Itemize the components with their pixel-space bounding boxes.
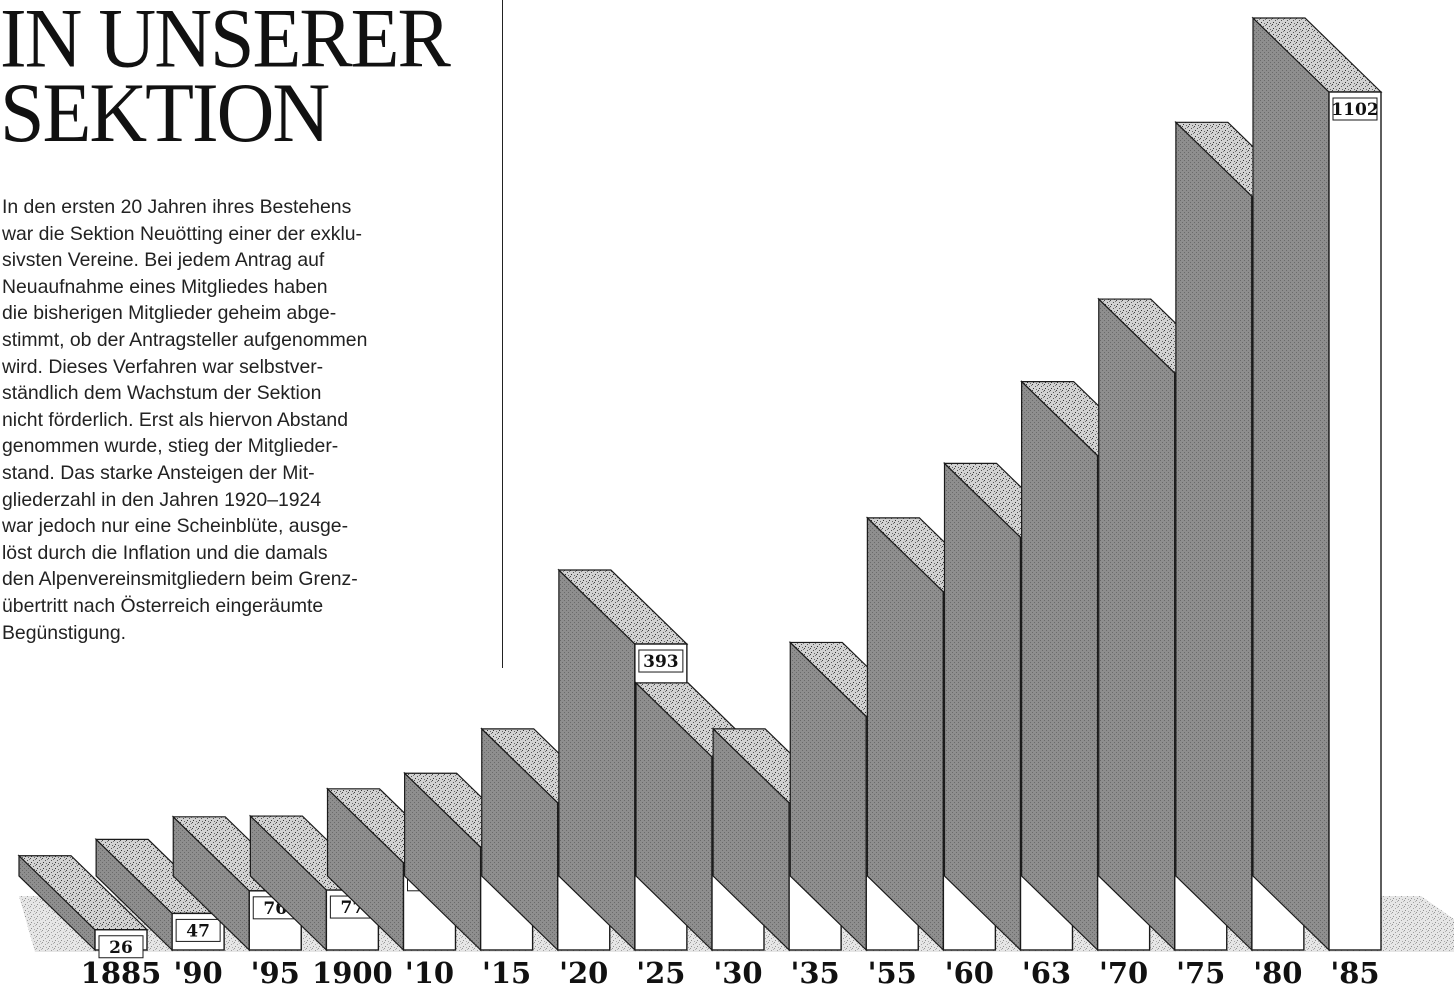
bar-side-face — [1098, 297, 1176, 952]
year-label: '75 — [1176, 956, 1225, 990]
intro-line: die bisherigen Mitglieder geheim abge- — [2, 302, 337, 325]
value-label-box — [98, 935, 144, 959]
year-label: '10 — [405, 956, 454, 990]
intro-line: stimmt, ob der Antragsteller aufgenommen — [2, 328, 368, 351]
year-label: '60 — [945, 956, 994, 990]
value-label: 1102 — [1331, 100, 1378, 120]
intro-line: löst durch die Inflation und die damals — [2, 541, 328, 564]
bar-side-face — [1021, 380, 1099, 952]
intro-line: war die Sektion Neuötting einer der exkl… — [2, 222, 362, 245]
year-label: '80 — [1253, 956, 1302, 990]
intro-line: In den ersten 20 Jahren ihres Bestehens — [2, 196, 352, 218]
year-label: '85 — [1330, 956, 1379, 990]
year-label: '15 — [482, 956, 531, 990]
intro-line: genommen wurde, stieg der Mitglieder- — [2, 435, 339, 458]
year-label: '20 — [559, 956, 608, 990]
bar-side-face — [1175, 120, 1253, 952]
year-label: '63 — [1022, 956, 1071, 990]
intro-line: sivsten Vereine. Bei jedem Antrag auf — [2, 249, 325, 272]
intro-line: den Alpenvereinsmitgliedern beim Grenz- — [2, 568, 358, 591]
title-line-1: IN UNSERER — [0, 0, 451, 86]
intro-line: stand. Das starke Ansteigen der Mit- — [2, 461, 315, 484]
title-line-2: SEKTION — [0, 66, 330, 160]
bar-side-face — [1252, 16, 1330, 952]
year-label: '90 — [174, 956, 223, 990]
value-label-box — [1332, 97, 1378, 121]
intro-line: Begünstigung. — [2, 621, 126, 644]
intro-line: wird. Dieses Verfahren war selbstver- — [2, 355, 324, 378]
value-label-box — [175, 918, 221, 942]
column-divider — [502, 0, 503, 668]
page-title: IN UNSERER SEKTION — [0, 0, 451, 160]
year-labels-layer: 1885 '90 '95 1900 '10 '15 '20 '25 '30 '35 '55 '60 '6… — [81, 956, 1380, 990]
intro-line: Neuaufnahme eines Mitgliedes haben — [2, 275, 328, 298]
year-label: '95 — [251, 956, 300, 990]
intro-line: war jedoch nur eine Scheinblüte, ausge- — [2, 515, 349, 538]
intro-text: In den ersten 20 Jahren ihres Bestehens w… — [2, 194, 472, 646]
bar-side-face — [943, 461, 1022, 952]
bar-side-face — [866, 516, 944, 952]
intro-line: gliederzahl in den Jahren 1920–1924 — [2, 488, 322, 511]
year-label: 1900 — [312, 956, 393, 990]
bars-layer: 2647767711213218939324818930046053063574… — [17, 16, 1383, 959]
intro-line: ständlich dem Wachstum der Sektion — [2, 382, 322, 405]
year-label: '30 — [713, 956, 762, 990]
year-label: '70 — [1099, 956, 1148, 990]
value-label: 26 — [109, 938, 133, 958]
bar-front-face — [1328, 91, 1382, 951]
intro-line: nicht förderlich. Erst als hiervon Absta… — [2, 408, 348, 431]
year-label: '35 — [791, 956, 840, 990]
bar: 1102 — [1251, 16, 1383, 952]
year-label: '55 — [868, 956, 917, 990]
value-label: 47 — [186, 921, 210, 941]
value-label-box — [638, 649, 684, 673]
year-label: '25 — [636, 956, 685, 990]
value-label: 393 — [643, 652, 679, 672]
bar: 26 — [17, 854, 149, 959]
year-label: 1885 — [81, 956, 162, 990]
intro-line: übertritt nach Österreich eingeräumte — [2, 594, 324, 617]
